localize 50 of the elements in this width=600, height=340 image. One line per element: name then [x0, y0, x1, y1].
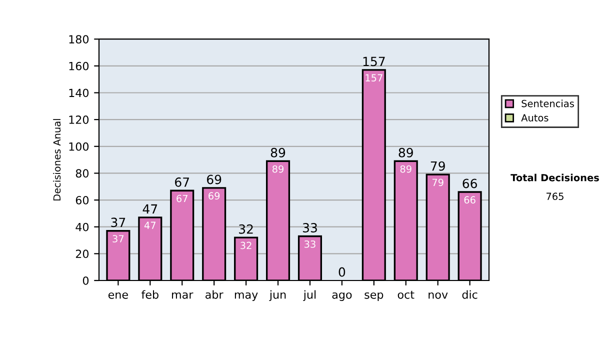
total-label: 32 [239, 224, 253, 234]
total-label: 67 [175, 177, 189, 187]
y-tick-label: 40 [76, 222, 89, 232]
total-label: 37 [111, 218, 126, 228]
y-tick-label: 60 [76, 196, 89, 204]
y-tick-label: 180 [69, 35, 89, 44]
x-tick-label: ago [332, 292, 352, 301]
text: 765 [546, 192, 564, 200]
total-label: 47 [142, 204, 158, 214]
y-tick-label: 80 [76, 169, 89, 178]
x-tick-label: jun [269, 290, 286, 301]
x-tick-label: dic [462, 290, 478, 299]
data-label: 89 [400, 165, 412, 173]
x-tick-label: mar [172, 292, 194, 299]
total-label: 79 [430, 161, 445, 171]
x-tick-label: oct [398, 290, 414, 299]
x-tick-label: ene [108, 292, 128, 299]
y-tick-label: 20 [76, 250, 89, 258]
data-label: 33 [304, 240, 316, 248]
total-label: 157 [363, 56, 385, 66]
total-label: 66 [462, 178, 477, 188]
legend-label: Autos [521, 114, 548, 122]
x-tick-label: feb [142, 290, 158, 299]
x-tick-label: nov [428, 292, 448, 299]
x-tick-label: sep [364, 292, 384, 301]
total-label: 0 [338, 267, 346, 277]
y-axis-title: Decisiones Anual [53, 119, 61, 200]
data-label: 69 [208, 192, 220, 200]
total-label: 33 [302, 223, 317, 232]
y-tick-label: 100 [69, 142, 89, 151]
total-label: 89 [270, 148, 286, 158]
data-label: 67 [176, 194, 188, 202]
text: Total Decisiones [510, 174, 599, 182]
data-label: 66 [464, 196, 476, 204]
total-label: 69 [207, 174, 222, 184]
data-label: 37 [112, 235, 124, 242]
data-label: 47 [144, 222, 156, 229]
y-tick-label: 0 [82, 276, 89, 285]
y-tick-label: 120 [69, 116, 89, 124]
y-tick-label: 140 [69, 88, 89, 98]
data-label: 157 [366, 74, 382, 82]
legend-label: Sentencias [522, 100, 574, 108]
data-label: 89 [272, 165, 284, 173]
x-tick-label: abr [206, 290, 224, 299]
x-tick-label: jul [303, 290, 316, 301]
y-tick-label: 160 [69, 62, 89, 70]
data-label: 79 [432, 178, 444, 186]
data-label: 32 [240, 242, 252, 250]
total-label: 89 [398, 148, 413, 158]
x-tick-label: may [234, 292, 258, 301]
